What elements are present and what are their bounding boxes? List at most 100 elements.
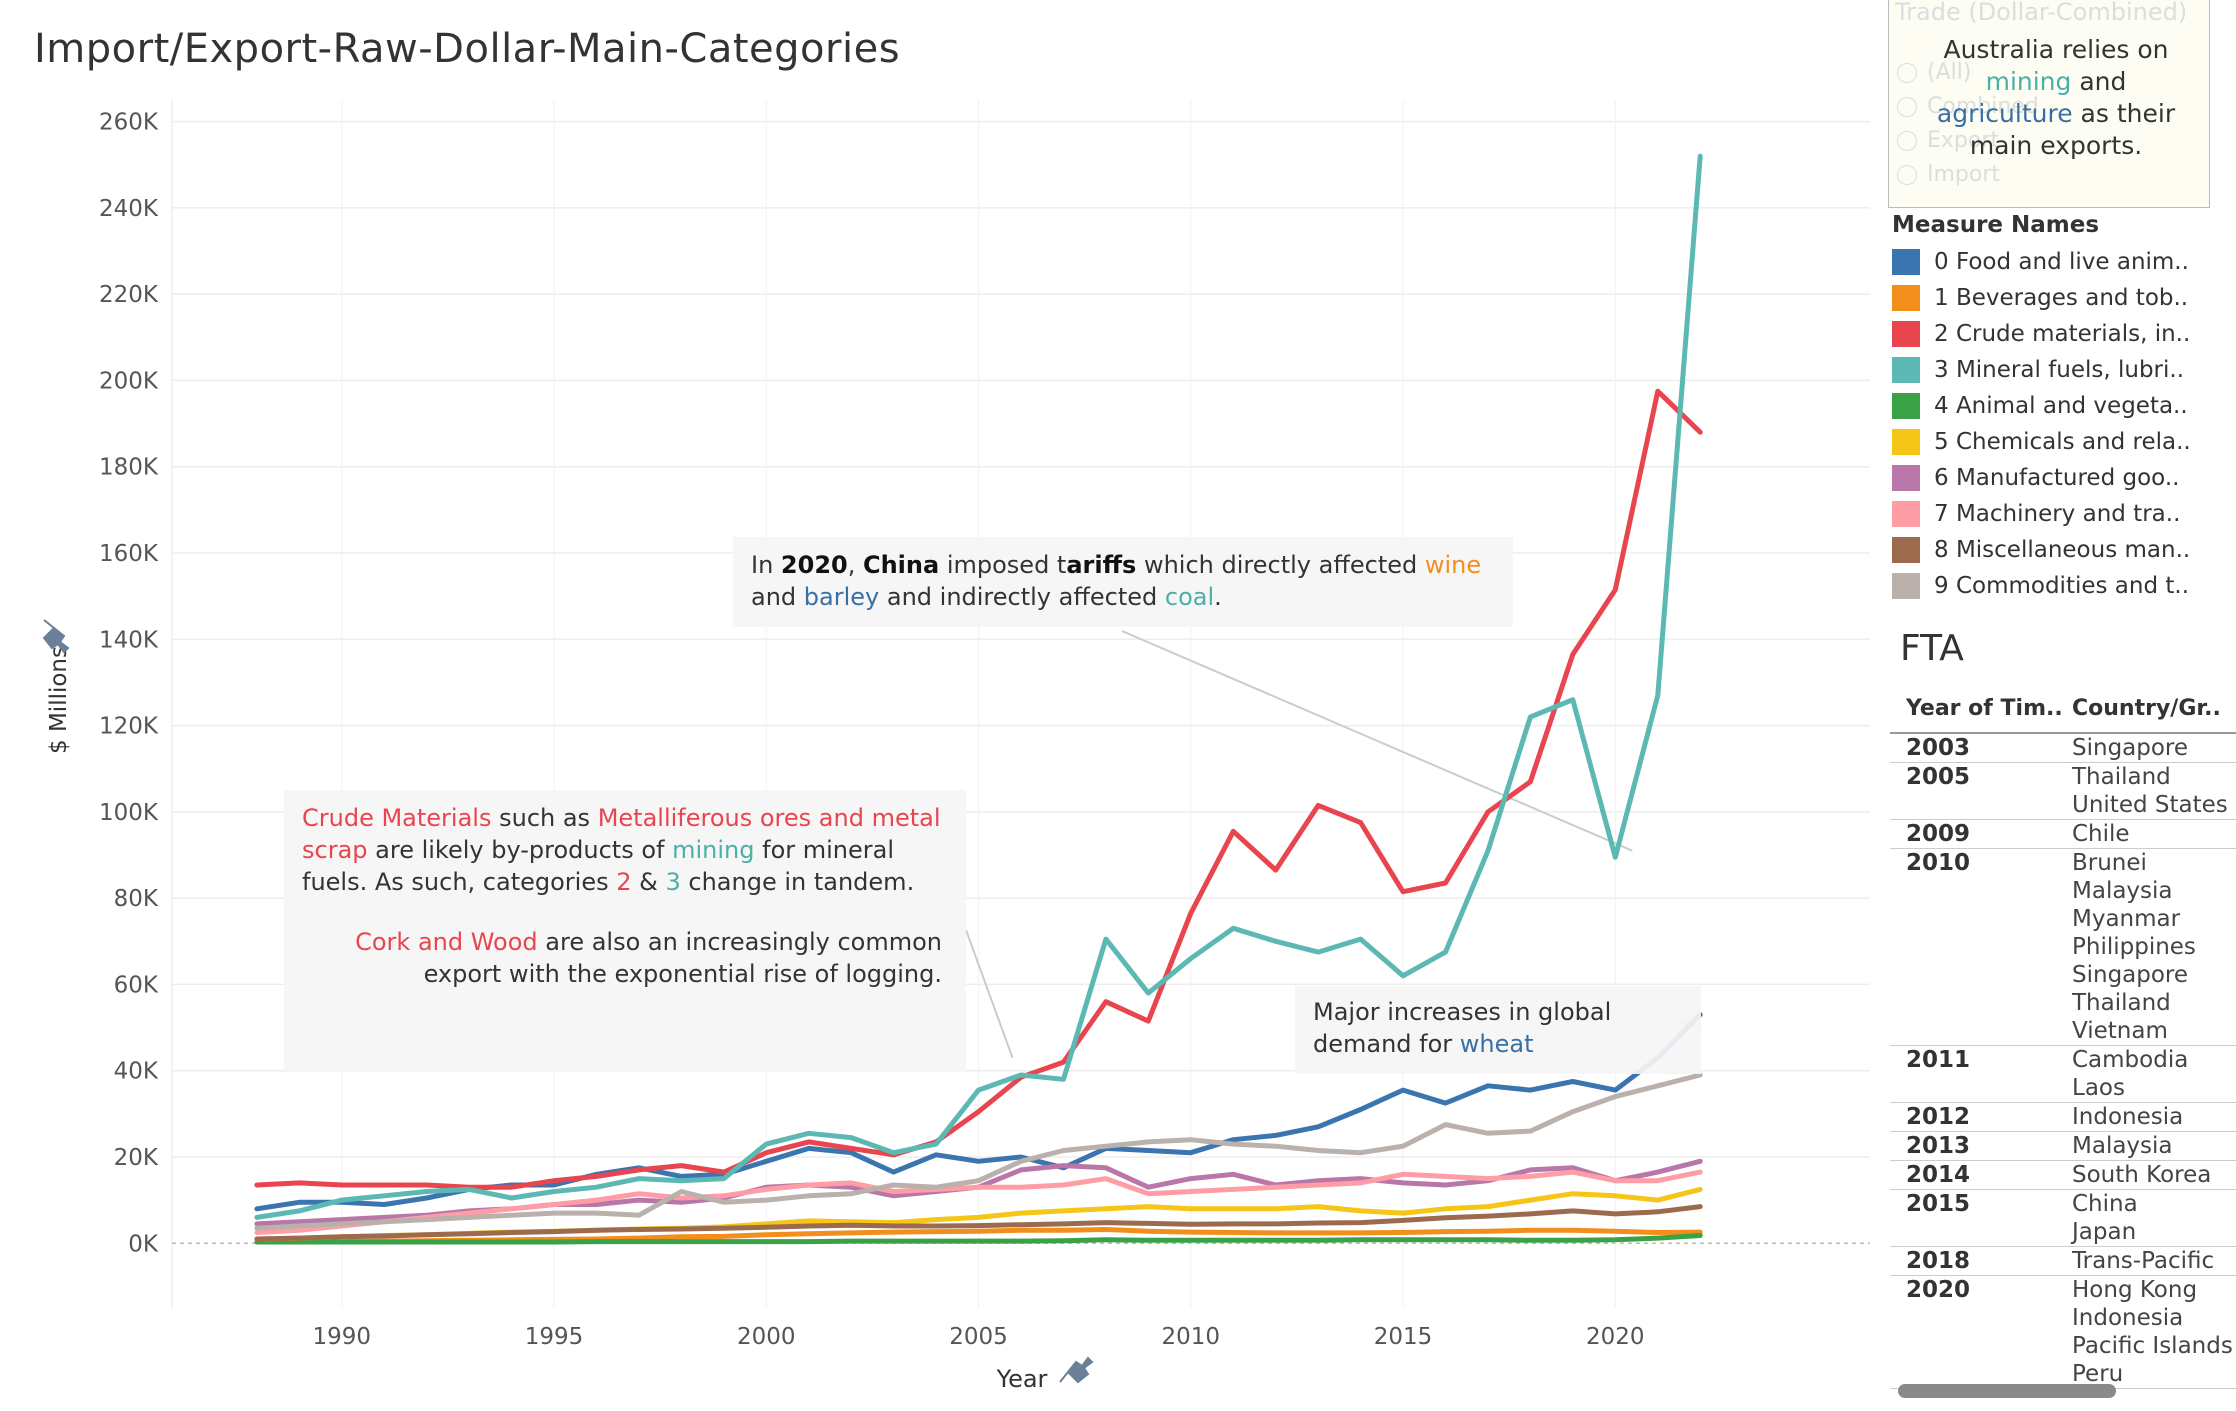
filter-option-export[interactable]: Export <box>1897 128 1999 153</box>
fta-country: Thailand <box>2072 764 2171 790</box>
legend-item[interactable]: 6 Manufactured goo.. <box>1892 460 2236 496</box>
fta-country: Vietnam <box>2072 1018 2168 1044</box>
fta-row: 2013 Malaysia <box>1890 1132 2236 1161</box>
fta-header: Year of Tim.. Country/Gr.. <box>1890 696 2236 734</box>
fta-title: FTA <box>1900 628 1964 669</box>
filter-title: Trade (Dollar-Combined) <box>1895 0 2188 26</box>
fta-year: 2020 <box>1906 1277 1971 1303</box>
legend-label: 7 Machinery and tra.. <box>1934 501 2181 527</box>
legend-item[interactable]: 5 Chemicals and rela.. <box>1892 424 2236 460</box>
pin-icon <box>1059 1356 1094 1384</box>
x-tick-label: 1995 <box>525 1324 584 1350</box>
series-line <box>254 388 1703 1190</box>
fta-country: Chile <box>2072 821 2130 847</box>
legend-label: 0 Food and live anim.. <box>1934 249 2189 275</box>
fta-year: 2010 <box>1906 850 1971 876</box>
fta-country: Indonesia <box>2072 1305 2184 1331</box>
y-tick-label: 180K <box>99 455 159 481</box>
y-tick-label: 240K <box>99 196 159 222</box>
annotation-connector <box>1121 630 1633 852</box>
fta-row: 2010 Brunei Malaysia Myanmar Philippines Sing… <box>1890 849 2236 1046</box>
fta-header-year[interactable]: Year of Tim.. <box>1906 696 2063 721</box>
legend-swatch <box>1892 429 1920 455</box>
series-line <box>254 153 1703 1220</box>
fta-row: 2003 Singapore <box>1890 734 2236 763</box>
x-tick-label: 2000 <box>737 1324 796 1350</box>
fta-row: 2012 Indonesia <box>1890 1103 2236 1132</box>
legend-swatch <box>1892 393 1920 419</box>
fta-country: China <box>2072 1191 2138 1217</box>
horizontal-scrollbar[interactable] <box>1898 1384 2116 1398</box>
legend-swatch <box>1892 321 1920 347</box>
fta-header-country[interactable]: Country/Gr.. <box>2072 696 2221 721</box>
fta-country: Malaysia <box>2072 1133 2173 1159</box>
x-tick-label: 2010 <box>1162 1324 1221 1350</box>
fta-country: United States <box>2072 792 2228 818</box>
legend-item[interactable]: 9 Commodities and t.. <box>1892 568 2236 604</box>
fta-country: Brunei <box>2072 850 2147 876</box>
legend-swatch <box>1892 285 1920 311</box>
annotation-wheat: Major increases in global demand for whe… <box>1295 986 1701 1074</box>
fta-country: Laos <box>2072 1075 2125 1101</box>
annotation-connector <box>965 929 1014 1059</box>
fta-country: Trans-Pacific <box>2072 1248 2215 1274</box>
main-exports-note: Australia relies on mining and agricultu… <box>1936 35 2176 160</box>
legend-swatch <box>1892 573 1920 599</box>
legend-swatch <box>1892 357 1920 383</box>
legend-swatch <box>1892 249 1920 275</box>
filter-option-all[interactable]: (All) <box>1897 60 1971 85</box>
fta-year: 2015 <box>1906 1191 1971 1217</box>
fta-year: 2012 <box>1906 1104 1971 1130</box>
trade-filter-panel: Trade (Dollar-Combined) (All) Combined E… <box>1888 0 2210 208</box>
series-line <box>254 1169 1703 1235</box>
legend-label: 5 Chemicals and rela.. <box>1934 429 2191 455</box>
fta-year: 2005 <box>1906 764 1971 790</box>
fta-country: Singapore <box>2072 962 2189 988</box>
fta-country: South Korea <box>2072 1162 2212 1188</box>
legend-swatch <box>1892 501 1920 527</box>
legend-item[interactable]: 4 Animal and vegeta.. <box>1892 388 2236 424</box>
pin-icon <box>42 619 70 654</box>
y-tick-label: 140K <box>99 627 159 653</box>
x-tick-label: 2005 <box>949 1324 1008 1350</box>
fta-country: Malaysia <box>2072 878 2173 904</box>
fta-country: Singapore <box>2072 735 2189 761</box>
x-tick-label: 1990 <box>313 1324 372 1350</box>
fta-row: 2015 China Japan <box>1890 1190 2236 1247</box>
fta-year: 2011 <box>1906 1047 1971 1073</box>
y-tick-label: 0K <box>128 1231 159 1257</box>
legend-item[interactable]: 1 Beverages and tob.. <box>1892 280 2236 316</box>
y-tick-label: 100K <box>99 800 159 826</box>
x-tick-label: 2020 <box>1586 1324 1645 1350</box>
fta-year: 2013 <box>1906 1133 1971 1159</box>
fta-row: 2014 South Korea <box>1890 1161 2236 1190</box>
y-tick-label: 260K <box>99 110 159 136</box>
legend-item[interactable]: 8 Miscellaneous man.. <box>1892 532 2236 568</box>
series-line <box>254 1204 1703 1242</box>
fta-year: 2003 <box>1906 735 1971 761</box>
filter-option-combined[interactable]: Combined <box>1897 94 2039 119</box>
legend-label: 3 Mineral fuels, lubri.. <box>1934 357 2185 383</box>
y-tick-label: 220K <box>99 282 159 308</box>
y-tick-label: 200K <box>99 368 159 394</box>
legend-title: Measure Names <box>1892 212 2100 238</box>
legend-item[interactable]: 2 Crude materials, in.. <box>1892 316 2236 352</box>
fta-country: Thailand <box>2072 990 2171 1016</box>
legend-label: 9 Commodities and t.. <box>1934 573 2190 599</box>
legend-item[interactable]: 7 Machinery and tra.. <box>1892 496 2236 532</box>
legend-label: 4 Animal and vegeta.. <box>1934 393 2188 419</box>
legend-item[interactable]: 3 Mineral fuels, lubri.. <box>1892 352 2236 388</box>
legend-label: 2 Crude materials, in.. <box>1934 321 2191 347</box>
fta-country: Hong Kong <box>2072 1277 2198 1303</box>
fta-country: Japan <box>2072 1219 2137 1245</box>
fta-country: Peru <box>2072 1361 2124 1387</box>
fta-country: Pacific Islands <box>2072 1333 2233 1359</box>
legend-label: 8 Miscellaneous man.. <box>1934 537 2191 563</box>
fta-country: Philippines <box>2072 934 2196 960</box>
fta-row: 2005 Thailand United States <box>1890 763 2236 820</box>
fta-country: Cambodia <box>2072 1047 2189 1073</box>
series-line <box>254 1072 1703 1231</box>
legend-item[interactable]: 0 Food and live anim.. <box>1892 244 2236 280</box>
filter-option-import[interactable]: Import <box>1897 162 2000 187</box>
